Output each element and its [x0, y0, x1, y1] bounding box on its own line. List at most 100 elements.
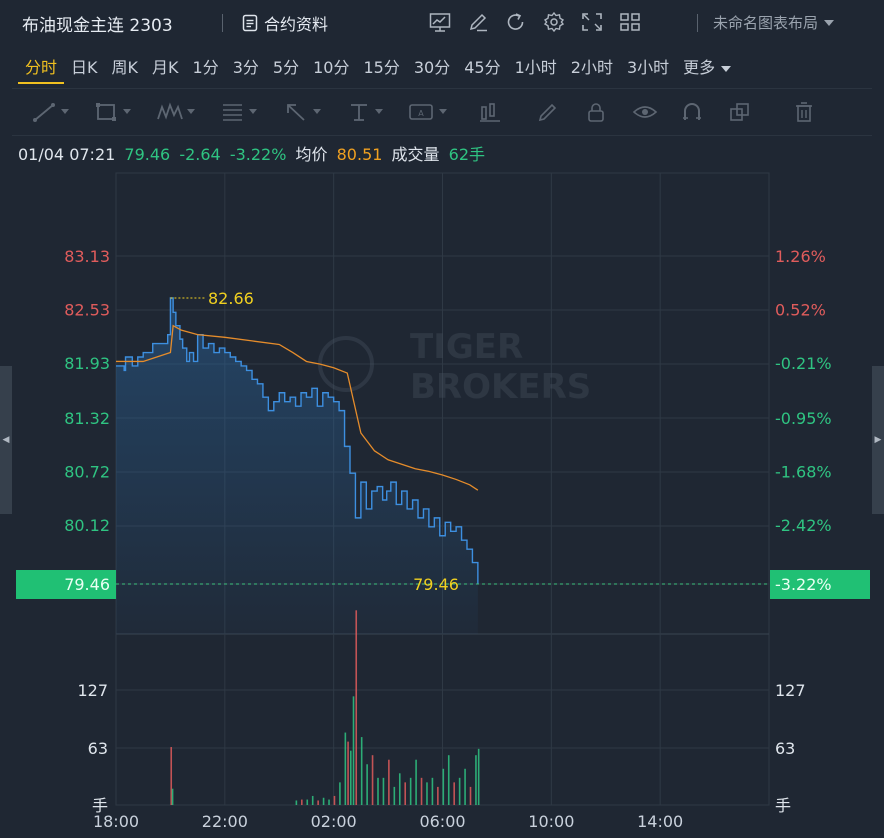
volume-bar	[382, 777, 385, 805]
tab-1[interactable]: 日K	[71, 58, 98, 77]
header-divider-2	[697, 14, 698, 32]
volume-bar	[453, 782, 455, 805]
y-tick-label: 81.32	[64, 409, 110, 428]
tab-2[interactable]: 周K	[111, 58, 139, 77]
delete-tool[interactable]	[792, 100, 816, 124]
current-price-tag-right	[770, 570, 870, 599]
volume-bar	[295, 800, 298, 805]
volume-bar	[437, 786, 439, 805]
tab-6[interactable]: 5分	[272, 58, 300, 77]
svg-text:A: A	[418, 109, 424, 118]
caret-down-icon	[313, 109, 321, 114]
wave-pattern-icon	[157, 102, 183, 120]
scroll-right-handle[interactable]: ▶	[872, 366, 884, 514]
volume-bar	[398, 773, 401, 805]
volume-bar	[322, 797, 325, 805]
y-tick-label: 81.93	[64, 354, 110, 373]
wave-tool[interactable]	[156, 100, 195, 124]
scroll-left-handle[interactable]: ◀	[0, 366, 12, 514]
volume-bar	[170, 747, 173, 805]
volume-bar	[469, 786, 472, 805]
volume-tick-label: 63	[775, 739, 795, 758]
volume-bar	[317, 800, 319, 805]
eye-icon	[632, 106, 658, 118]
caret-down-icon	[824, 19, 835, 26]
tab-12[interactable]: 2小时	[570, 58, 613, 77]
volume-bar	[442, 768, 445, 805]
volume-bar	[349, 750, 352, 805]
y-tick-pct-label: -1.68%	[775, 462, 832, 481]
magnet-tool[interactable]	[680, 100, 704, 124]
tab-5[interactable]: 3分	[232, 58, 259, 77]
fibonacci-tool[interactable]	[220, 100, 257, 124]
quote-change-pct: -3.22%	[229, 145, 287, 164]
magnet-icon	[683, 103, 701, 120]
y-tick-label: 83.13	[64, 247, 110, 266]
y-tick-label: 80.72	[64, 462, 110, 481]
layout-select[interactable]: 未命名图表布局	[713, 12, 835, 33]
brush-tool[interactable]	[536, 100, 560, 124]
current-price-tag-left	[16, 570, 116, 599]
instrument-title: 布油现金主连 2303	[22, 16, 173, 36]
volume-bar	[409, 777, 412, 805]
x-tick-label: 10:00	[528, 812, 574, 831]
tab-14[interactable]: 更多	[676, 52, 738, 84]
draw-edit-icon[interactable]	[466, 9, 490, 35]
tab-3[interactable]: 月K	[152, 58, 179, 77]
y-tick-label: 82.53	[64, 301, 110, 320]
label-tool[interactable]: A	[408, 100, 447, 124]
clone-tool[interactable]	[728, 100, 752, 124]
volume-tick-label: 127	[77, 681, 108, 700]
period-tabs: 分时 日K 周K 月K 1分 3分 5分 10分 15分 30分 45分 1小时 2小时 3小时 更多	[18, 52, 738, 84]
lock-tool[interactable]	[584, 100, 608, 124]
volume-bar	[339, 782, 341, 805]
quote-price: 79.46	[124, 145, 171, 164]
tab-13[interactable]: 3小时	[626, 58, 670, 77]
arrow-tool[interactable]	[284, 100, 321, 124]
volume-bar	[404, 782, 407, 805]
volume-tick-label: 63	[88, 739, 108, 758]
y-tick-pct-label: 1.26%	[775, 247, 826, 266]
x-tick-label: 14:00	[637, 812, 683, 831]
fullscreen-icon[interactable]	[580, 9, 604, 35]
refresh-icon[interactable]	[504, 9, 528, 35]
header-divider	[222, 14, 223, 32]
contract-info-button[interactable]: 合约资料	[242, 9, 328, 37]
tab-10[interactable]: 45分	[464, 58, 501, 77]
y-tick-label: 80.12	[64, 516, 110, 535]
caret-down-icon	[61, 109, 69, 114]
grid-layout-icon[interactable]	[618, 9, 642, 35]
tab-8[interactable]: 15分	[363, 58, 400, 77]
volume-bar	[355, 610, 358, 805]
caret-down-icon	[249, 109, 257, 114]
gear-icon[interactable]	[542, 9, 566, 35]
tab-11[interactable]: 1小时	[514, 58, 557, 77]
tab-0[interactable]: 分时	[18, 52, 65, 84]
chart-header: 布油现金主连 2303 合约资料 未命名图表布局	[0, 0, 884, 48]
volume-bar	[447, 755, 450, 805]
caret-down-icon	[439, 109, 447, 114]
trendline-tool[interactable]	[32, 100, 69, 124]
caret-down-icon	[375, 109, 383, 114]
y-tick-label: 79.46	[64, 575, 110, 594]
layout-label: 未命名图表布局	[713, 14, 819, 32]
x-tick-label: 06:00	[419, 812, 465, 831]
volume-tick-label: 手	[775, 796, 791, 815]
tab-9[interactable]: 30分	[413, 58, 451, 77]
volume-bar	[420, 777, 423, 805]
shape-tool[interactable]	[94, 100, 131, 124]
tab-4[interactable]: 1分	[192, 58, 219, 77]
volume-bar	[328, 799, 330, 805]
indicator-chart-icon[interactable]	[428, 9, 452, 35]
price-area	[116, 298, 478, 634]
volume-tick-label: 127	[775, 681, 806, 700]
drawing-toolbar: A	[12, 88, 872, 136]
volume-bar	[333, 795, 336, 805]
text-tool[interactable]	[346, 100, 383, 124]
copy-icon	[730, 103, 749, 121]
tab-7[interactable]: 10分	[313, 58, 350, 77]
visibility-tool[interactable]	[632, 100, 658, 124]
bar-pattern-tool[interactable]	[478, 100, 502, 124]
